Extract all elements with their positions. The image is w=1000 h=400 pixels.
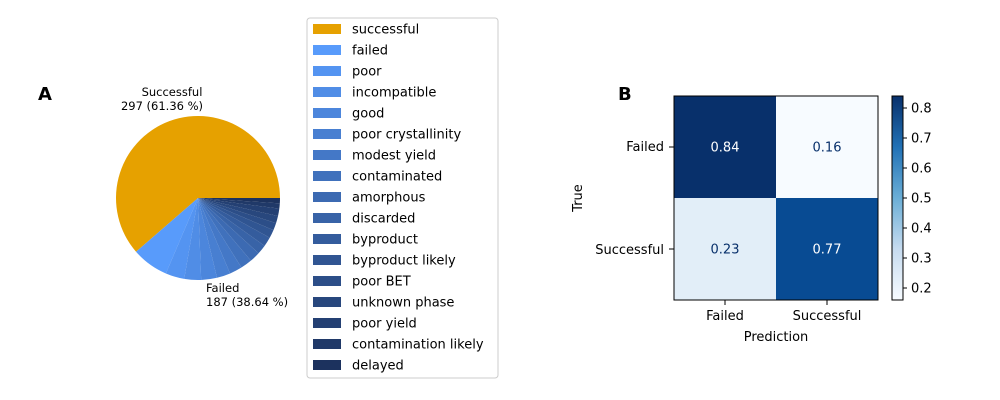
heatmap-value-successful-successful: 0.77	[813, 243, 842, 258]
colorbar-tick-label-0-7: 0.7	[911, 132, 932, 147]
legend-swatch-discarded	[313, 213, 341, 223]
pie-slice-failed	[136, 198, 198, 274]
pie-slice-amorphous	[198, 198, 259, 261]
legend-swatch-successful	[313, 24, 341, 34]
pie-slice-contaminated	[198, 198, 251, 268]
y-axis-label: True	[571, 184, 586, 213]
colorbar-tick-label-0-3: 0.3	[911, 252, 932, 267]
legend-swatch-contaminated	[313, 171, 341, 181]
legend-swatch-contamination-likely	[313, 339, 341, 349]
legend-swatch-amorphous	[313, 192, 341, 202]
pie-label-failed-value: 187 (38.64 %)	[206, 295, 288, 309]
panel-label-b: B	[618, 84, 632, 105]
legend-label-delayed: delayed	[352, 359, 404, 374]
legend-swatch-delayed	[313, 360, 341, 370]
legend-label-unknown-phase: unknown phase	[352, 296, 454, 311]
pie-slice-good	[198, 198, 217, 280]
colorbar-tick-label-0-6: 0.6	[911, 162, 932, 177]
legend-label-poor-yield: poor yield	[352, 317, 417, 332]
legend-swatch-poor-bet	[313, 276, 341, 286]
legend-items: successful failed poor incompatible good poor…	[313, 23, 484, 374]
pie-slice-poor-yield	[198, 198, 280, 216]
legend-frame	[306, 17, 499, 379]
legend-label-poor: poor	[352, 65, 382, 80]
pie-slice-poor-crystallinity	[198, 198, 231, 278]
legend-swatch-poor-yield	[313, 318, 341, 328]
legend-label-byproduct: byproduct	[352, 233, 418, 248]
pie-slice-unknown-phase	[198, 198, 279, 224]
legend-label-amorphous: amorphous	[352, 191, 426, 206]
legend-swatch-good	[313, 108, 341, 118]
y-tick-label-failed: Failed	[626, 140, 664, 155]
pie-label-successful-name: Successful	[142, 85, 203, 99]
pie-label-failed-name: Failed	[206, 281, 239, 295]
legend-swatch-modest-yield	[313, 150, 341, 160]
pie-label-successful-value: 297 (61.36 %)	[121, 99, 203, 113]
heatmap-value-successful-failed: 0.23	[711, 243, 740, 258]
legend-label-successful: successful	[352, 23, 419, 38]
heatmap-cell-successful-successful	[776, 198, 878, 300]
legend-swatch-byproduct-likely	[313, 255, 341, 265]
colorbar-tick-label-0-8: 0.8	[911, 102, 932, 117]
x-axis-label: Prediction	[744, 330, 809, 345]
pie-slice-byproduct	[198, 198, 270, 246]
legend-swatch-incompatible	[313, 87, 341, 97]
y-tick-label-successful: Successful	[595, 243, 664, 258]
colorbar-ticks: 0.8 0.7 0.6 0.5 0.4 0.3 0.2	[903, 102, 932, 297]
colorbar-tick-label-0-5: 0.5	[911, 192, 932, 207]
pie-slice-poor-bet	[198, 198, 277, 231]
pie-legend: successful failed poor incompatible good poor…	[306, 17, 499, 379]
pie-slice-modest-yield	[198, 198, 242, 274]
pie-chart	[115, 115, 281, 281]
pie-slice-incompatible	[184, 198, 202, 281]
legend-label-failed: failed	[352, 44, 388, 59]
legend-swatch-byproduct	[313, 234, 341, 244]
heatmap-cell-successful-failed	[674, 198, 776, 300]
legend-swatch-poor-crystallinity	[313, 129, 341, 139]
heatmap-value-failed-successful: 0.16	[813, 141, 842, 156]
confusion-matrix: 0.84 0.16 0.23 0.77	[674, 96, 878, 300]
colorbar	[891, 95, 904, 301]
pie-slice-successful	[115, 115, 281, 252]
x-tick-label-successful: Successful	[793, 309, 862, 324]
legend-label-incompatible: incompatible	[352, 86, 436, 101]
pie-slice-contamination-likely	[198, 198, 280, 209]
legend-label-poor-crystallinity: poor crystallinity	[352, 128, 461, 143]
heatmap-cell-failed-successful	[776, 96, 878, 198]
heatmap-frame	[673, 95, 879, 301]
legend-swatch-poor	[313, 66, 341, 76]
pie-slice-poor	[165, 198, 198, 279]
colorbar-tick-label-0-2: 0.2	[911, 282, 932, 297]
pie-slice-delayed	[198, 198, 280, 204]
heatmap-cell-failed-failed	[674, 96, 776, 198]
legend-label-modest-yield: modest yield	[352, 149, 436, 164]
legend-swatch-failed	[313, 45, 341, 55]
colorbar-tick-label-0-4: 0.4	[911, 222, 932, 237]
legend-label-good: good	[352, 107, 384, 122]
legend-label-poor-bet: poor BET	[352, 275, 411, 290]
legend-label-discarded: discarded	[352, 212, 415, 227]
legend-swatch-unknown-phase	[313, 297, 341, 307]
pie-slice-byproduct-likely	[198, 198, 274, 238]
pie-slice-discarded	[198, 198, 265, 254]
legend-label-contamination-likely: contamination likely	[352, 338, 484, 353]
heatmap-value-failed-failed: 0.84	[711, 141, 740, 156]
x-tick-label-failed: Failed	[706, 309, 744, 324]
legend-label-contaminated: contaminated	[352, 170, 442, 185]
legend-label-byproduct-likely: byproduct likely	[352, 254, 456, 269]
panel-label-a: A	[38, 84, 52, 105]
